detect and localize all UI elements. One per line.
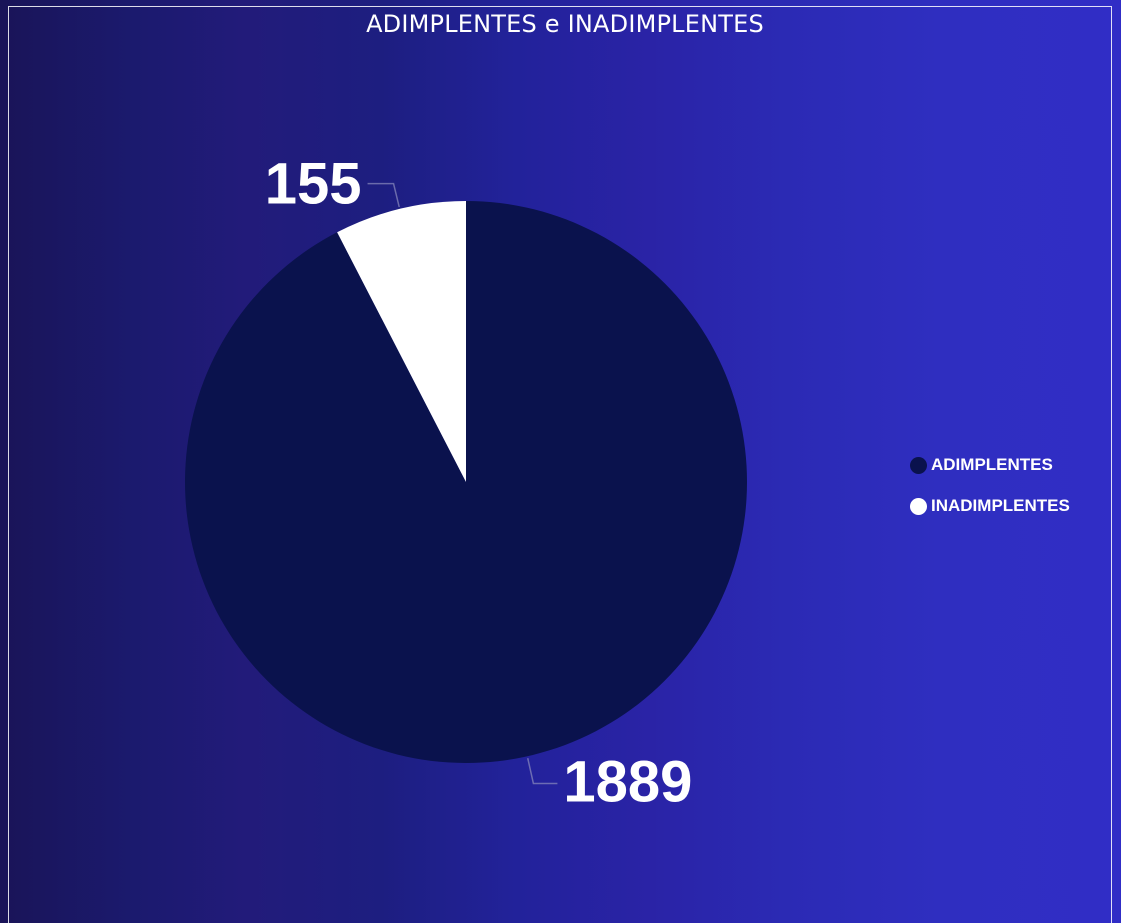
data-label-adimplentes: 1889 [563,750,692,815]
legend-marker-adimplentes [910,456,927,474]
leader-line-adimplentes [527,758,558,785]
leader-line-inadimplentes [367,182,400,208]
legend-label-adimplentes: ADIMPLENTES [931,455,1053,474]
data-label-inadimplentes: 155 [265,152,362,217]
legend-item-adimplentes[interactable]: ADIMPLENTES [910,452,1070,478]
pie-slice-adimplentes[interactable] [185,201,748,763]
legend-label-inadimplentes: INADIMPLENTES [931,496,1070,515]
legend-item-inadimplentes[interactable]: INADIMPLENTES [910,493,1070,519]
pie-slice-inadimplentes[interactable] [337,201,466,482]
legend-marker-inadimplentes [910,497,927,515]
chart-title: ADIMPLENTES e INADIMPLENTES [366,10,764,38]
legend: ADIMPLENTES INADIMPLENTES [910,452,1070,534]
